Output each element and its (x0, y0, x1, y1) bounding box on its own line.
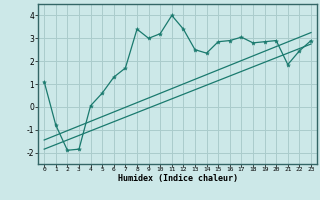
X-axis label: Humidex (Indice chaleur): Humidex (Indice chaleur) (118, 174, 238, 183)
